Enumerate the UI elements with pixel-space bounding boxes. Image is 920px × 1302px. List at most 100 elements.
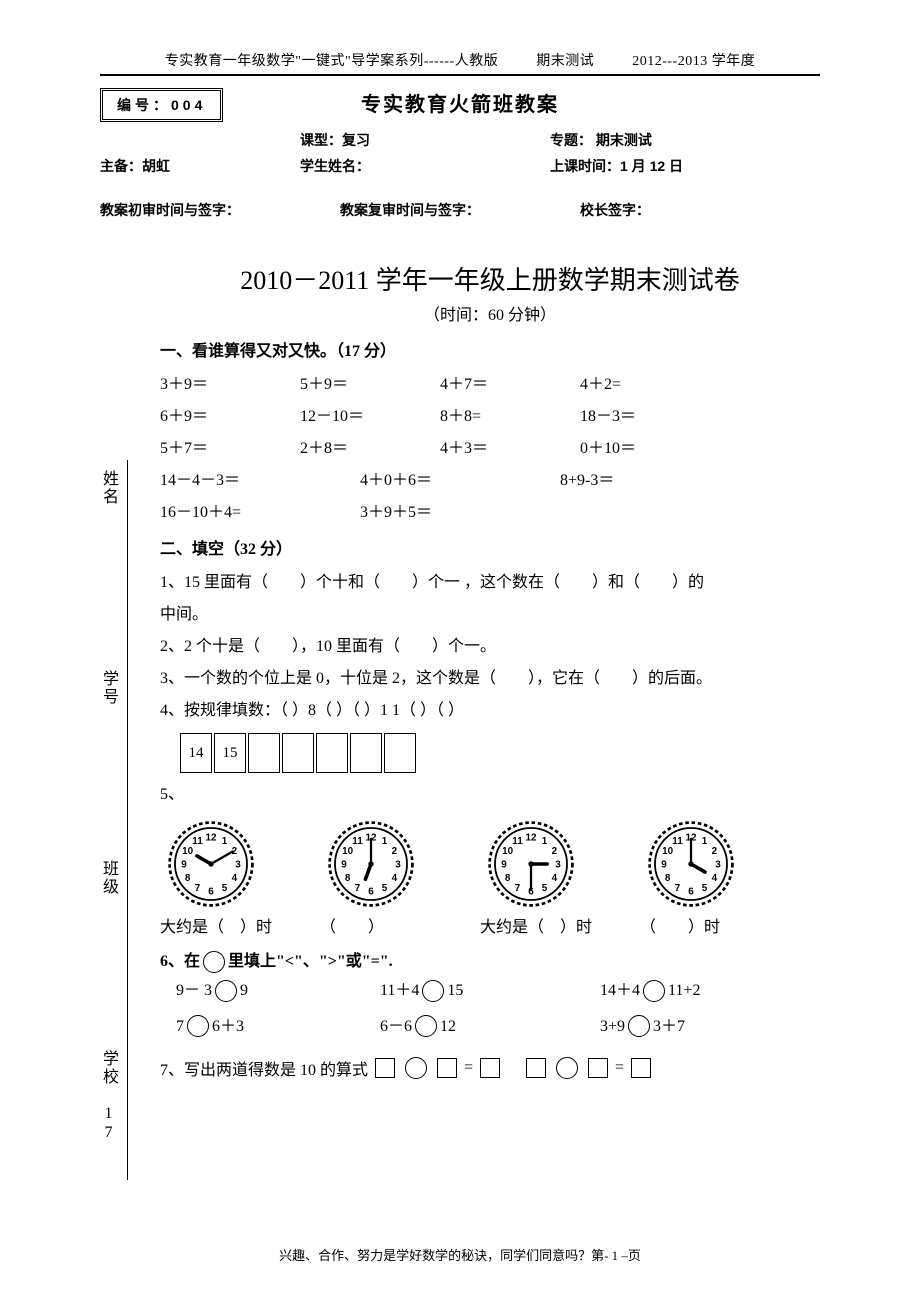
q6-lhs: 7 xyxy=(176,1009,184,1044)
blank-circle-icon xyxy=(203,951,225,973)
clock-icon: 121234567891011 xyxy=(646,819,736,909)
sig-3: 校长签字： xyxy=(580,200,820,220)
arith-cell: 16－10＋4= xyxy=(160,497,360,529)
svg-text:1: 1 xyxy=(542,836,548,847)
host: 主备：胡虹 xyxy=(100,158,170,174)
svg-text:4: 4 xyxy=(552,873,558,884)
svg-text:8: 8 xyxy=(185,873,191,884)
q6-cell: 7 6＋3 xyxy=(160,1009,380,1044)
svg-text:10: 10 xyxy=(342,846,353,857)
clock-label: 大约是（ ）时 xyxy=(480,913,640,937)
q6-rhs: 9 xyxy=(240,973,248,1008)
q3: 3、一个数的个位上是 0，十位是 2，这个数是（ ），它在（ ）的后面。 xyxy=(160,663,820,695)
side-name: 姓名 xyxy=(96,470,120,506)
clock-icon: 121234567891011 xyxy=(326,819,416,909)
arith-cell: 14－4－3＝ xyxy=(160,465,360,497)
q7: 7、写出两道得数是 10 的算式 = = xyxy=(160,1056,820,1080)
svg-text:7: 7 xyxy=(355,883,361,894)
svg-text:6: 6 xyxy=(688,887,694,898)
q6-head: 6、在里填上"<"、">"或"=". xyxy=(160,947,820,973)
compare-circle-icon xyxy=(643,980,665,1002)
page: 专实教育一年级数学"一键式"导学案系列------人教版 期末测试 2012--… xyxy=(0,0,920,1302)
q6-lhs: 3+9 xyxy=(600,1009,625,1044)
q6-cell: 11＋4 15 xyxy=(380,973,600,1008)
arith-cell: 4＋7＝ xyxy=(440,369,580,401)
svg-text:8: 8 xyxy=(505,873,511,884)
svg-text:11: 11 xyxy=(512,836,523,847)
svg-text:4: 4 xyxy=(392,873,398,884)
svg-text:3: 3 xyxy=(235,860,241,871)
arith-cell: 4＋0＋6＝ xyxy=(360,465,560,497)
compare-circle-icon xyxy=(187,1015,209,1037)
side-class: 班级 xyxy=(96,860,120,896)
lesson-type: 课型：复习 xyxy=(300,132,370,148)
sig-2: 教案复审时间与签字： xyxy=(340,200,580,220)
svg-text:1: 1 xyxy=(222,836,228,847)
q6-lhs: 9－ 3 xyxy=(176,973,212,1008)
q6-lhs: 14＋4 xyxy=(600,973,640,1008)
blank-circle-icon xyxy=(405,1057,427,1079)
lesson-topic: 专题： 期末测试 xyxy=(550,132,652,148)
arith-cell: 8＋8= xyxy=(440,401,580,433)
svg-text:9: 9 xyxy=(501,860,507,871)
q6-cell: 3+93＋7 xyxy=(600,1009,820,1044)
q1a: 1、15 里面有（ ）个十和（ ）个一 ，这个数在（ ）和（ ）的 xyxy=(160,567,820,599)
q6-lhs: 11＋4 xyxy=(380,973,419,1008)
exam-content: 2010－2011 学年一年级上册数学期末测试卷 （时间：60 分钟） 一、看谁… xyxy=(160,260,820,1080)
clock-label: （ ） xyxy=(320,913,480,937)
arith-cell: 2＋8＝ xyxy=(300,433,440,465)
signature-row: 教案初审时间与签字： 教案复审时间与签字： 校长签字： xyxy=(100,200,820,220)
svg-text:10: 10 xyxy=(662,846,673,857)
clock-label: 大约是（ ）时 xyxy=(160,913,320,937)
seq-box: 14 xyxy=(180,733,212,773)
arith-cell: 4＋3＝ xyxy=(440,433,580,465)
page-footer: 兴趣、合作、努力是学好数学的秘诀，同学们同意吗？第- 1 –页 xyxy=(0,1245,920,1264)
blank-square-icon xyxy=(437,1058,457,1078)
arith-cell: 12－10＝ xyxy=(300,401,440,433)
arith-cell: 3＋9＋5＝ xyxy=(360,497,560,529)
meta-row-2: 课型：复习 专题： 期末测试 xyxy=(100,130,820,150)
q6-rhs: 15 xyxy=(447,973,463,1008)
svg-text:5: 5 xyxy=(702,883,708,894)
svg-text:3: 3 xyxy=(555,860,561,871)
q6-lhs: 6－6 xyxy=(380,1009,412,1044)
compare-circle-icon xyxy=(422,980,444,1002)
svg-text:3: 3 xyxy=(395,860,401,871)
blank-square-icon xyxy=(375,1058,395,1078)
svg-text:9: 9 xyxy=(341,860,347,871)
svg-text:8: 8 xyxy=(345,873,351,884)
blank-square-icon xyxy=(588,1058,608,1078)
exam-time: （时间：60 分钟） xyxy=(160,301,820,325)
svg-text:10: 10 xyxy=(182,846,193,857)
arith-cell: 18－3＝ xyxy=(580,401,720,433)
svg-text:9: 9 xyxy=(661,860,667,871)
svg-text:1: 1 xyxy=(382,836,388,847)
svg-text:8: 8 xyxy=(665,873,671,884)
svg-text:11: 11 xyxy=(352,836,363,847)
student-name-label: 学生姓名： xyxy=(300,158,370,174)
q2: 2、2 个十是（ ），10 里面有（ ）个一。 xyxy=(160,631,820,663)
arith-cell: 4＋2= xyxy=(580,369,720,401)
clock-icon: 121234567891011 xyxy=(486,819,576,909)
blank-circle-icon xyxy=(556,1057,578,1079)
q7-text: 7、写出两道得数是 10 的算式 xyxy=(160,1056,368,1080)
class-time: 上课时间：1 月 12 日 xyxy=(550,158,683,174)
svg-text:4: 4 xyxy=(712,873,718,884)
q6-row: 76＋3 6－612 3+93＋7 xyxy=(160,1009,820,1044)
seq-box xyxy=(316,733,348,773)
blank-square-icon xyxy=(480,1058,500,1078)
svg-text:11: 11 xyxy=(672,836,683,847)
lesson-meta: 专实教育火箭班教案 编号：004 课型：复习 专题： 期末测试 主备：胡虹 学生… xyxy=(100,88,820,220)
clock-label: （ ）时 xyxy=(640,913,800,937)
compare-circle-icon xyxy=(415,1015,437,1037)
compare-circle-icon xyxy=(215,980,237,1002)
q6-rhs: 6＋3 xyxy=(212,1009,244,1044)
arith-cell xyxy=(560,497,760,529)
seq-box xyxy=(282,733,314,773)
seq-box xyxy=(248,733,280,773)
side-id: 学号 xyxy=(96,670,120,706)
blank-square592动icon xyxy=(631,1058,651,1078)
meta-row-3: 主备：胡虹 学生姓名： 上课时间：1 月 12 日 xyxy=(100,156,820,176)
svg-text:1: 1 xyxy=(702,836,708,847)
header-series: 专实教育一年级数学"一键式"导学案系列------人教版 xyxy=(165,54,498,69)
